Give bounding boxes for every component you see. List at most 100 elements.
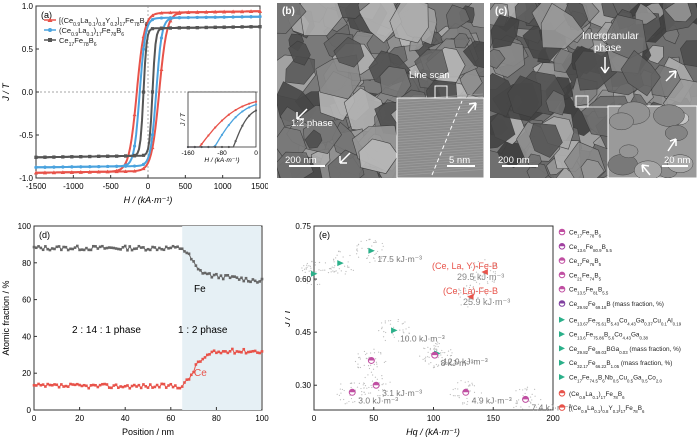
data-point xyxy=(141,153,146,157)
density-dot xyxy=(424,358,426,360)
data-point xyxy=(260,350,264,353)
density-dot xyxy=(526,386,529,388)
data-point xyxy=(34,384,38,387)
density-dot xyxy=(424,347,426,350)
density-dot xyxy=(342,256,344,258)
inset-data-point xyxy=(241,105,244,108)
density-dot xyxy=(530,402,532,404)
density-dot xyxy=(364,393,366,395)
data-point xyxy=(115,154,119,158)
data-point xyxy=(146,247,150,251)
data-point xyxy=(242,279,246,283)
intergranular-label: Intergranular xyxy=(582,31,639,42)
grain xyxy=(490,49,506,69)
lattice-fringe xyxy=(397,130,484,137)
arrow-icon xyxy=(296,108,308,120)
density-dot xyxy=(469,384,471,386)
density-dot xyxy=(495,265,498,267)
density-dot xyxy=(358,382,360,384)
data-point xyxy=(177,26,181,30)
density-dot xyxy=(365,239,368,242)
data-point xyxy=(107,246,111,249)
data-point xyxy=(139,246,143,249)
inset-data-point xyxy=(227,145,230,149)
density-dot xyxy=(366,352,368,354)
density-dot xyxy=(481,265,483,267)
panel-a-hysteresis-chart: -1500 -1000 -500 0 500 1000 1500 -1.0 -0.5 0.0 0.5… xyxy=(1,2,268,205)
data-point xyxy=(123,384,127,388)
data-point xyxy=(160,247,163,251)
density-dot xyxy=(402,322,404,324)
data-point xyxy=(82,383,86,387)
panel-a-ylabel: J / T xyxy=(1,82,11,102)
data-point xyxy=(71,383,75,386)
data-point xyxy=(205,353,209,357)
density-dot xyxy=(449,355,452,357)
panel-d-label: (d) xyxy=(39,230,50,240)
density-dot xyxy=(522,395,524,397)
density-dot xyxy=(444,351,446,354)
density-dot xyxy=(472,286,474,288)
panel-a-label: (a) xyxy=(41,10,52,20)
data-point xyxy=(112,246,116,250)
data-point xyxy=(57,245,61,248)
legend-entry-label: Ce13.6Fe75.86B5.6Co4.43Ga0.38 xyxy=(569,332,649,341)
density-dot xyxy=(318,269,320,271)
lattice-fringe xyxy=(397,114,484,122)
y-tick-label: 20 xyxy=(22,369,31,378)
data-point xyxy=(132,154,137,158)
density-dot xyxy=(486,281,489,283)
data-point xyxy=(96,169,101,174)
density-dot xyxy=(493,281,495,283)
density-dot xyxy=(381,328,383,330)
density-dot xyxy=(333,261,335,263)
data-point xyxy=(213,15,217,19)
density-dot xyxy=(459,296,461,298)
y-tick-label: 0 xyxy=(27,406,32,415)
data-point xyxy=(240,9,245,14)
density-dot xyxy=(458,395,460,397)
y-tick-label: 0.30 xyxy=(295,381,311,390)
density-dot xyxy=(528,400,530,402)
density-dot xyxy=(484,259,486,261)
data-point xyxy=(208,272,211,275)
data-point xyxy=(199,269,202,272)
data-point xyxy=(187,252,191,256)
data-point xyxy=(217,350,220,354)
data-point xyxy=(195,10,200,14)
data-point xyxy=(168,10,173,15)
data-point xyxy=(107,386,111,389)
legend-marker xyxy=(48,38,52,42)
density-dot xyxy=(371,245,373,247)
legend-entry-label: Ce32.17Fe66.22B1.05 (mass fraction, %) xyxy=(569,360,672,369)
data-point xyxy=(146,386,150,389)
data-point xyxy=(126,248,129,252)
inset-data-point xyxy=(220,145,224,149)
lattice-fringe xyxy=(397,127,484,135)
point-label: 4.9 kJ·m⁻³ xyxy=(472,395,512,405)
density-dot xyxy=(440,361,442,363)
data-point xyxy=(76,244,79,248)
density-dot xyxy=(438,355,440,357)
density-dot xyxy=(467,381,469,383)
data-point xyxy=(233,275,236,278)
density-dot xyxy=(358,357,360,359)
density-dot xyxy=(494,279,496,281)
density-dot xyxy=(440,352,442,354)
lattice-fringe xyxy=(397,137,484,145)
data-point xyxy=(98,245,102,249)
density-dot xyxy=(492,271,495,273)
inset-scale-label: 20 nm xyxy=(664,155,691,166)
density-dot xyxy=(427,351,429,353)
density-dot xyxy=(350,397,353,400)
density-dot xyxy=(524,392,526,395)
density-dot xyxy=(368,386,370,389)
density-dot xyxy=(373,352,376,354)
density-dot xyxy=(446,361,448,364)
density-dot xyxy=(381,256,383,258)
data-point xyxy=(139,386,143,390)
density-dot xyxy=(460,292,462,294)
data-point xyxy=(106,164,110,169)
density-dot xyxy=(308,270,310,272)
density-dot xyxy=(381,257,383,259)
